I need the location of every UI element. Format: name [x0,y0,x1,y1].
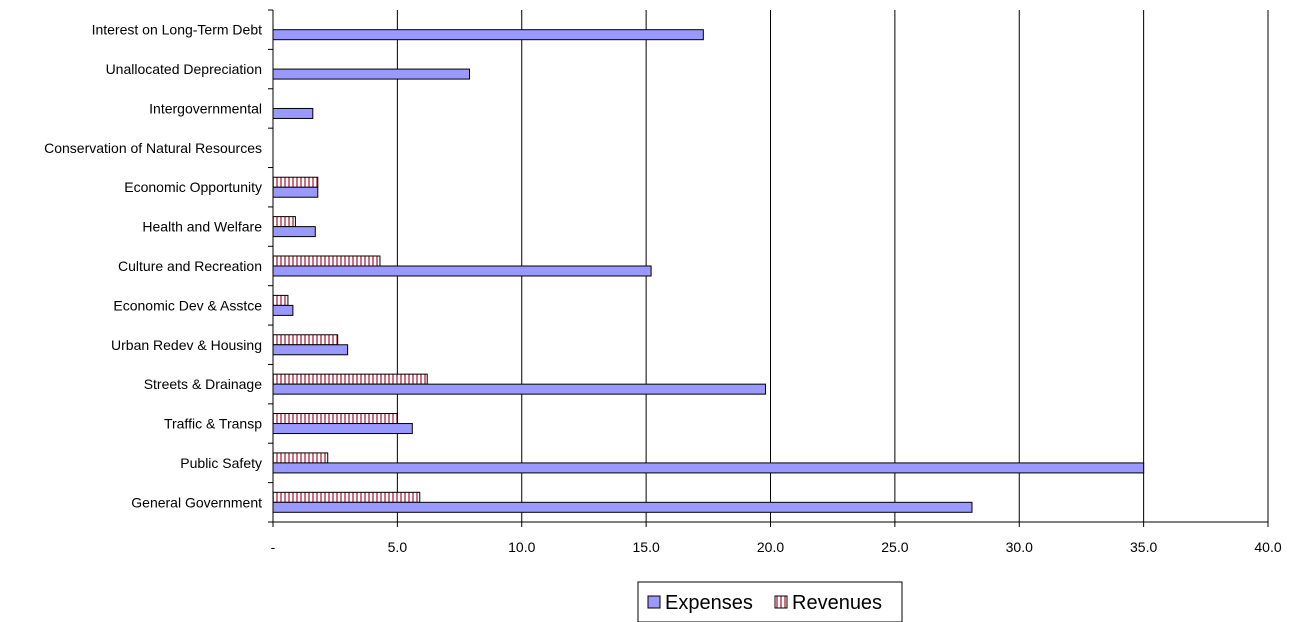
bar-expenses [272,344,349,356]
bar-revenues [272,334,339,346]
category-labels: Interest on Long-Term Debt Unallocated De… [44,22,262,511]
x-tick-label: 20.0 [757,539,784,555]
x-tick-label: 30.0 [1006,539,1033,555]
bar-expenses [272,304,294,316]
category-label: Interest on Long-Term Debt [92,22,263,38]
category-label: Economic Dev & Asstce [113,297,262,313]
bar-revenues [272,216,296,228]
bar-revenues [272,413,398,425]
category-label: Intergovernmental [149,100,262,116]
x-tick-label: 15.0 [633,539,660,555]
bar-revenues [272,373,428,385]
category-label: Culture and Recreation [118,258,262,274]
x-tick-label: 10.0 [508,539,535,555]
bar-expenses [272,68,471,80]
bar-expenses [272,29,704,41]
bar-revenues [272,255,381,267]
bar-revenues [272,491,421,503]
x-tick-label: 25.0 [881,539,908,555]
bar-expenses [272,462,1145,474]
bar-revenues [272,176,319,188]
x-tick-label: - [271,539,276,555]
bar-expenses [272,501,973,513]
bar-expenses [272,226,316,238]
axes [268,9,1269,527]
x-tick-label: 40.0 [1254,539,1281,555]
legend-box [637,581,903,622]
category-label: Unallocated Depreciation [106,61,262,77]
legend: Expenses Revenues [637,581,903,622]
category-label: Conservation of Natural Resources [44,140,262,156]
legend-label-revenues: Revenues [792,592,882,614]
legend-swatch-expenses [647,595,661,609]
category-label: Public Safety [180,455,262,471]
x-tick-label: 5.0 [388,539,408,555]
bar-expenses [272,383,767,395]
bar-revenues [272,452,329,464]
bar-expenses [272,186,319,198]
bar-expenses [272,423,413,435]
bar-expenses [272,107,314,119]
x-tick-labels: - 5.0 10.0 15.0 20.0 25.0 30.0 35.0 40.0 [271,539,1282,555]
x-tick-label: 35.0 [1130,539,1157,555]
category-label: General Government [131,494,262,510]
category-label: Health and Welfare [142,219,262,235]
category-label: Streets & Drainage [144,376,262,392]
bars [272,29,1145,513]
legend-label-expenses: Expenses [665,592,753,614]
category-label: Traffic & Transp [164,416,262,432]
category-label: Economic Opportunity [124,179,262,195]
legend-swatch-revenues [774,595,788,609]
category-label: Urban Redev & Housing [111,337,262,353]
bar-revenues [272,294,289,306]
bar-expenses [272,265,652,277]
